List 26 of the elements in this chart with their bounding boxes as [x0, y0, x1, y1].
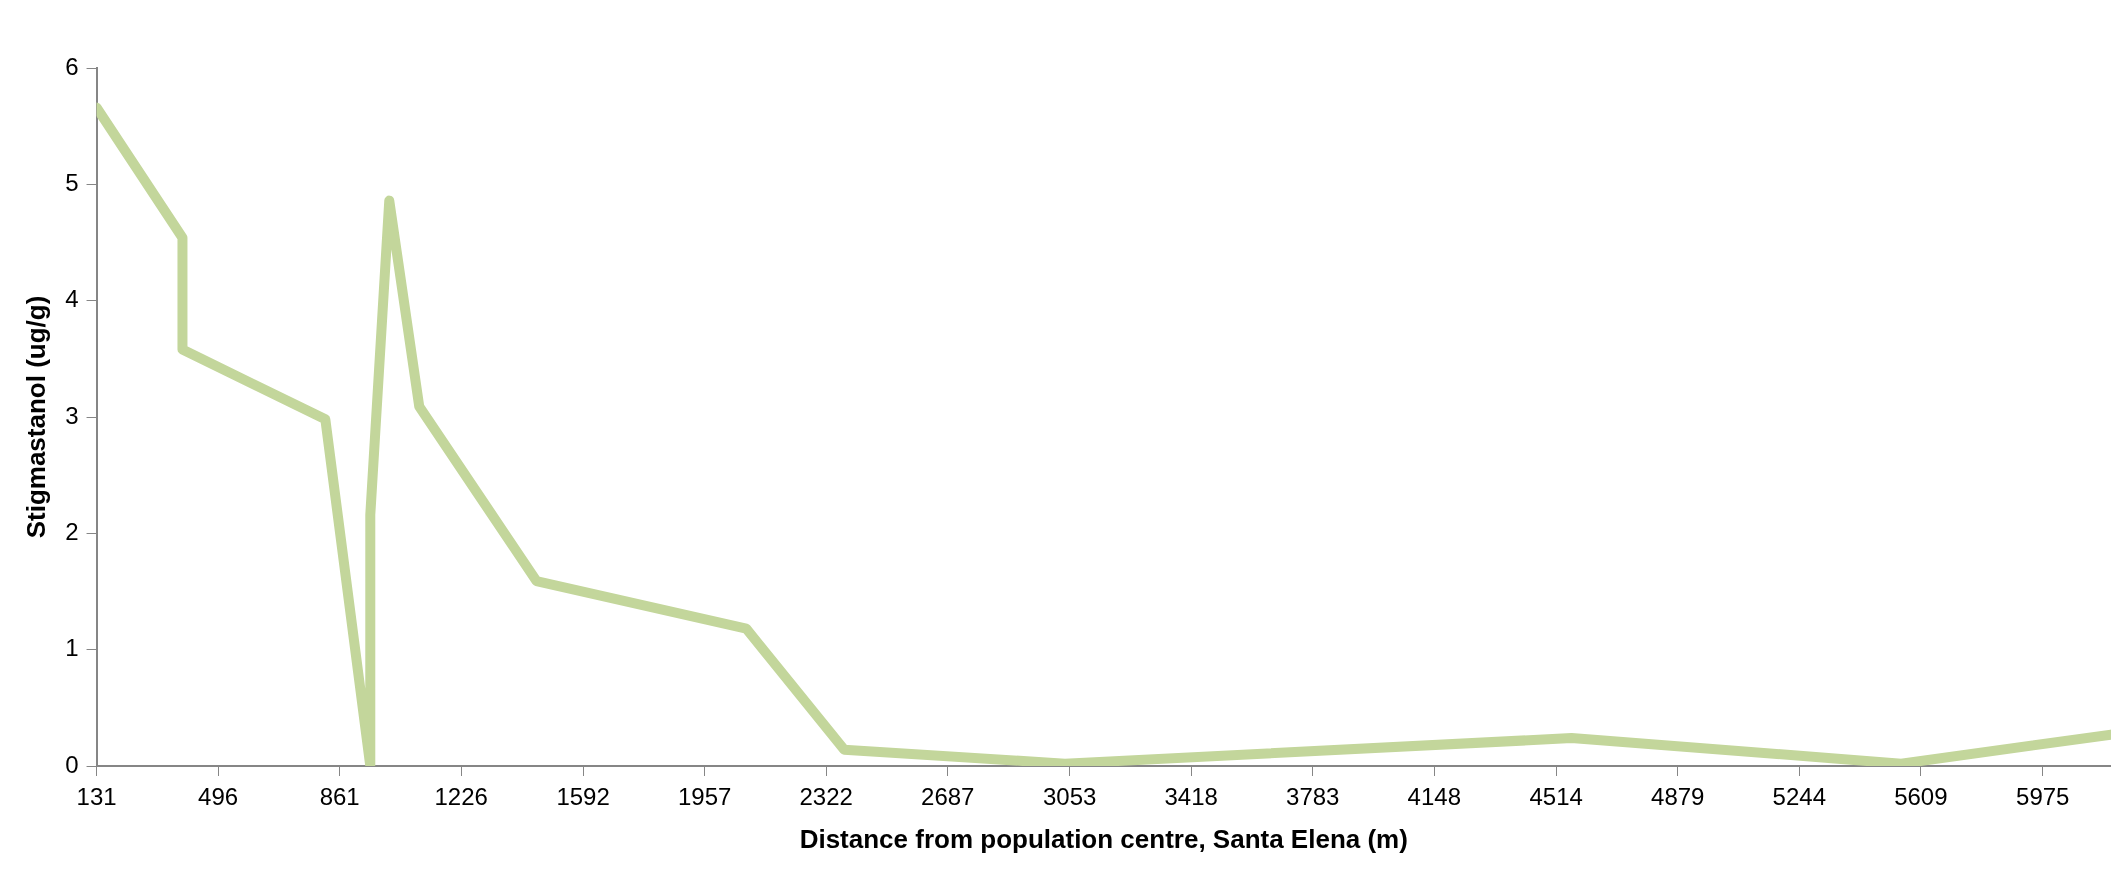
y-tick-label: 5	[65, 168, 79, 196]
x-tick-label: 2322	[799, 783, 853, 811]
x-tick-label: 5609	[1894, 783, 1948, 811]
x-tick-label: 3783	[1286, 783, 1340, 811]
y-tick-label: 0	[65, 750, 79, 778]
y-tick-label: 1	[65, 634, 79, 662]
x-tick-label: 4148	[1407, 783, 1461, 811]
x-tick-label: 4879	[1651, 783, 1705, 811]
y-axis-title: Stigmastanol (ug/g)	[20, 295, 51, 539]
x-tick-label: 861	[319, 783, 360, 811]
x-tick-label: 5975	[2016, 783, 2070, 811]
x-tick-label: 1226	[434, 783, 488, 811]
x-axis-title: Distance from population centre, Santa Elena (m)	[799, 823, 1408, 854]
y-tick-label: 6	[65, 52, 79, 80]
x-tick-label: 3053	[1042, 783, 1097, 811]
x-tick-label: 1957	[677, 783, 732, 811]
x-tick-label: 1592	[556, 783, 610, 811]
x-tick-label: 3418	[1164, 783, 1218, 811]
y-tick-label: 3	[65, 401, 79, 429]
x-tick-label: 4514	[1529, 783, 1583, 811]
x-tick-label: 496	[198, 783, 239, 811]
x-tick-label: 5244	[1772, 783, 1826, 811]
x-tick-label: 131	[76, 783, 117, 811]
y-tick-label: 2	[65, 517, 79, 545]
x-tick-label: 2687	[921, 783, 975, 811]
y-tick-label: 4	[65, 285, 79, 313]
